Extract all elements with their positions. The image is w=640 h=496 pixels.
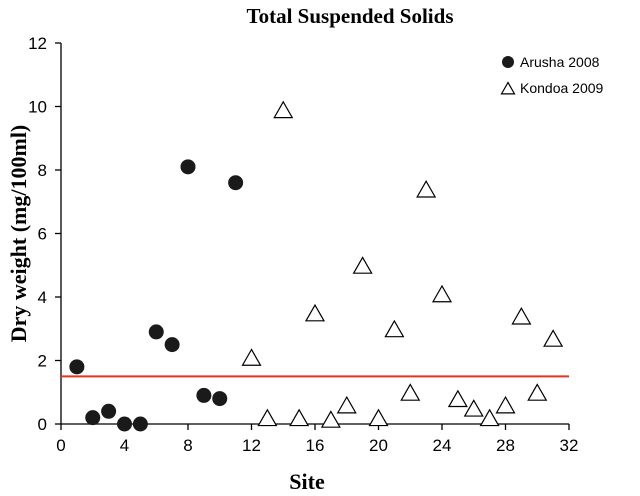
data-point-triangle (289, 408, 310, 427)
x-tick-label: 4 (120, 436, 129, 455)
y-tick-label: 2 (38, 352, 47, 371)
data-point-triangle (543, 329, 564, 347)
x-axis-label: Site (289, 469, 325, 494)
data-point-circle (228, 175, 244, 191)
data-point-triangle (511, 307, 532, 325)
series-2 (241, 100, 564, 428)
x-tick-label: 24 (433, 436, 452, 455)
x-tick-label: 28 (496, 436, 515, 455)
data-point-triangle (273, 100, 294, 119)
legend-entry-label: Kondoa 2009 (520, 80, 604, 96)
data-point-triangle (463, 399, 484, 417)
x-tick-label: 20 (369, 436, 388, 455)
data-point-triangle (416, 180, 437, 198)
data-point-circle (196, 387, 212, 403)
data-point-circle (132, 416, 148, 432)
data-point-triangle (384, 319, 405, 338)
data-point-triangle (431, 284, 453, 303)
y-axis-label: Dry weight (mg/100ml) (6, 125, 31, 343)
y-tick-label: 6 (38, 225, 47, 244)
data-points (69, 100, 564, 432)
x-tick-label: 8 (183, 436, 192, 455)
series-1 (69, 159, 244, 432)
data-point-triangle (304, 303, 326, 322)
y-tick-label: 4 (38, 288, 47, 307)
legend-entry-label: Arusha 2008 (520, 54, 600, 70)
data-point-triangle (336, 395, 357, 414)
data-point-triangle (320, 410, 341, 428)
x-tick-label: 0 (56, 436, 65, 455)
data-point-circle (101, 403, 117, 419)
data-point-triangle (495, 395, 516, 414)
data-point-circle (117, 416, 132, 432)
data-point-triangle (241, 348, 262, 366)
data-point-circle (69, 359, 85, 375)
x-tick-label: 12 (242, 436, 261, 455)
legend-marker (502, 56, 514, 68)
y-tick-label: 12 (28, 34, 47, 53)
x-tick-label: 16 (306, 436, 325, 455)
data-point-triangle (257, 408, 278, 427)
y-tick-label: 0 (38, 415, 47, 434)
chart-title: Total Suspended Solids (247, 4, 454, 28)
y-tick-label: 8 (38, 161, 47, 180)
y-tick-label: 10 (28, 98, 47, 117)
data-point-circle (148, 324, 164, 340)
legend-marker (500, 81, 516, 95)
data-point-triangle (400, 383, 421, 401)
data-point-triangle (368, 408, 389, 427)
legend: Arusha 2008 Kondoa 2009 (500, 54, 604, 96)
data-point-triangle (447, 389, 468, 408)
data-point-circle (164, 337, 180, 353)
data-point-circle (85, 410, 101, 426)
data-point-circle (180, 159, 196, 175)
data-point-triangle (527, 383, 548, 401)
x-tick-label: 32 (560, 436, 579, 455)
data-point-circle (212, 391, 228, 407)
data-point-triangle (479, 408, 500, 427)
data-point-triangle (352, 256, 373, 274)
